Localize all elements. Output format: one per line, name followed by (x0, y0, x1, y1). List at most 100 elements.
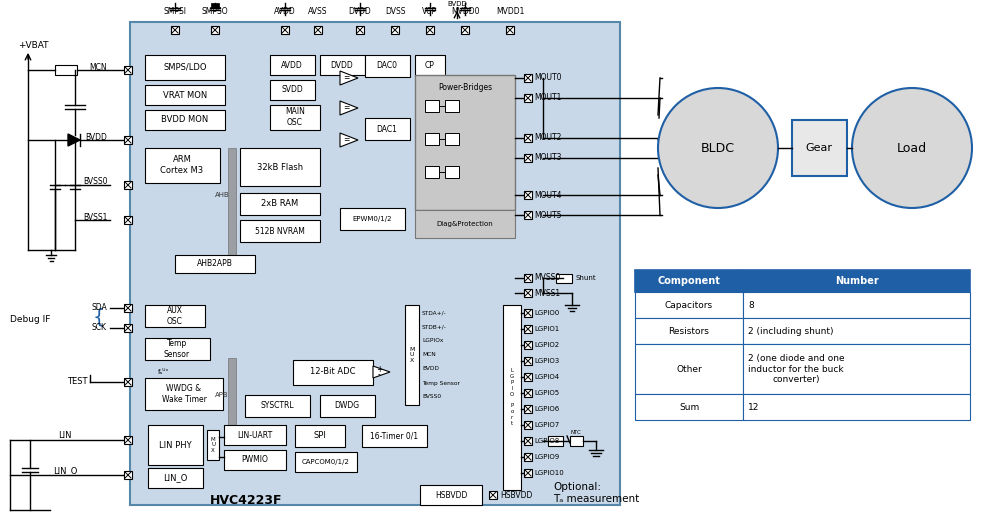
FancyBboxPatch shape (124, 471, 132, 479)
Text: HSBVDD: HSBVDD (500, 491, 532, 500)
Text: SDA: SDA (91, 304, 107, 313)
Text: 32kB Flash: 32kB Flash (257, 162, 303, 171)
Text: Resistors: Resistors (669, 327, 709, 336)
FancyBboxPatch shape (556, 274, 572, 283)
Polygon shape (340, 101, 358, 115)
FancyBboxPatch shape (340, 208, 405, 230)
FancyBboxPatch shape (548, 436, 563, 446)
FancyBboxPatch shape (635, 292, 743, 318)
FancyBboxPatch shape (124, 66, 132, 74)
Text: -: - (378, 370, 380, 379)
FancyBboxPatch shape (743, 292, 970, 318)
Text: AVSS: AVSS (308, 7, 328, 16)
Text: =: = (343, 135, 349, 144)
Text: STDB+/-: STDB+/- (422, 325, 447, 329)
Text: 2xB RAM: 2xB RAM (261, 200, 299, 209)
FancyBboxPatch shape (635, 394, 743, 420)
Text: AHB2APB: AHB2APB (197, 259, 233, 268)
Text: Debug IF: Debug IF (10, 316, 50, 325)
Text: PWMIO: PWMIO (242, 455, 268, 464)
Text: 8: 8 (748, 300, 754, 309)
Text: 12: 12 (748, 403, 759, 412)
Polygon shape (373, 366, 390, 378)
FancyBboxPatch shape (171, 26, 179, 34)
FancyBboxPatch shape (228, 148, 236, 263)
Text: L
G
P
I
O
 
P
o
r
t: L G P I O P o r t (510, 368, 514, 426)
Text: DWDG: DWDG (334, 402, 360, 411)
FancyBboxPatch shape (224, 450, 286, 470)
FancyBboxPatch shape (635, 344, 743, 394)
Text: +: + (376, 365, 382, 374)
Polygon shape (340, 71, 358, 85)
Text: HSBVDD: HSBVDD (435, 491, 467, 500)
FancyBboxPatch shape (405, 305, 419, 405)
FancyBboxPatch shape (426, 26, 434, 34)
FancyBboxPatch shape (240, 220, 320, 242)
FancyBboxPatch shape (425, 100, 439, 112)
FancyBboxPatch shape (506, 26, 514, 34)
FancyBboxPatch shape (635, 318, 743, 344)
FancyBboxPatch shape (270, 80, 315, 100)
FancyBboxPatch shape (365, 55, 410, 77)
FancyBboxPatch shape (270, 55, 315, 75)
Text: Component: Component (658, 276, 720, 286)
FancyBboxPatch shape (124, 304, 132, 312)
Text: DVDD: DVDD (349, 7, 371, 16)
Text: NTC: NTC (571, 431, 581, 435)
Text: LGPIO6: LGPIO6 (534, 406, 559, 412)
Text: MVSS0: MVSS0 (534, 274, 560, 282)
FancyBboxPatch shape (445, 133, 459, 145)
FancyBboxPatch shape (145, 305, 205, 327)
Text: EPWM0/1/2: EPWM0/1/2 (352, 216, 392, 222)
Text: BVDD: BVDD (447, 1, 467, 7)
Text: Tₐ measurement: Tₐ measurement (553, 494, 639, 504)
FancyBboxPatch shape (365, 118, 410, 140)
FancyBboxPatch shape (240, 193, 320, 215)
Text: LGPIO1: LGPIO1 (534, 326, 559, 332)
Text: LGPIO9: LGPIO9 (534, 454, 559, 460)
FancyBboxPatch shape (148, 425, 203, 465)
Circle shape (658, 88, 778, 208)
Text: LGPIO2: LGPIO2 (534, 342, 559, 348)
Text: SCK: SCK (92, 324, 107, 333)
Text: SYSCTRL: SYSCTRL (260, 402, 294, 411)
Text: MOUT2: MOUT2 (534, 133, 561, 142)
FancyBboxPatch shape (211, 26, 219, 34)
Text: AHB: AHB (215, 192, 229, 198)
Text: LIN PHY: LIN PHY (159, 441, 191, 450)
FancyBboxPatch shape (130, 22, 620, 505)
Text: SVDD: SVDD (281, 85, 303, 94)
FancyBboxPatch shape (415, 55, 445, 77)
Text: WWDG &
Wake Timer: WWDG & Wake Timer (162, 384, 206, 404)
Text: AVDD: AVDD (274, 7, 296, 16)
Text: 2 (including shunt): 2 (including shunt) (748, 327, 834, 336)
FancyBboxPatch shape (145, 378, 223, 410)
Text: LIN: LIN (58, 432, 72, 441)
FancyBboxPatch shape (524, 405, 532, 413)
FancyBboxPatch shape (124, 324, 132, 332)
Text: LGPIO0: LGPIO0 (534, 310, 559, 316)
Text: 12-Bit ADC: 12-Bit ADC (310, 367, 356, 376)
Text: 2 (one diode and one
inductor for the buck
converter): 2 (one diode and one inductor for the bu… (748, 354, 845, 384)
FancyBboxPatch shape (145, 148, 220, 183)
Polygon shape (68, 134, 80, 146)
Text: ARM
Cortex M3: ARM Cortex M3 (160, 155, 204, 174)
Text: LGPIO3: LGPIO3 (534, 358, 559, 364)
Text: AUX
OSC: AUX OSC (167, 306, 183, 326)
Text: SMPSI: SMPSI (164, 7, 186, 16)
Text: =: = (343, 103, 349, 112)
Text: LGPIO5: LGPIO5 (534, 390, 559, 396)
Text: M
U
X: M U X (211, 437, 215, 453)
FancyBboxPatch shape (425, 133, 439, 145)
FancyBboxPatch shape (281, 26, 289, 34)
FancyBboxPatch shape (145, 338, 210, 360)
FancyBboxPatch shape (314, 26, 322, 34)
Text: LGPIO10: LGPIO10 (534, 470, 564, 476)
Text: LGPIO4: LGPIO4 (534, 374, 559, 380)
FancyBboxPatch shape (224, 425, 286, 445)
FancyBboxPatch shape (124, 378, 132, 386)
Text: MOUT0: MOUT0 (534, 73, 562, 83)
Text: MAIN
OSC: MAIN OSC (285, 108, 305, 126)
Text: Sum: Sum (679, 403, 699, 412)
Text: VRAT MON: VRAT MON (163, 91, 207, 100)
